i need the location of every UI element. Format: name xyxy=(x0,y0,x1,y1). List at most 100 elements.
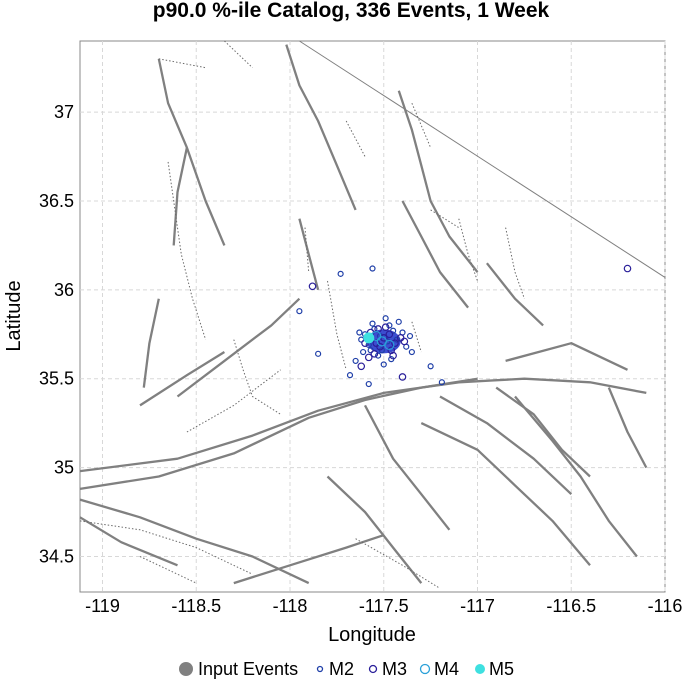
fault-zone-dotted xyxy=(411,103,432,148)
fault-zone-dotted xyxy=(505,227,525,299)
y-tick-label: 35.5 xyxy=(39,369,74,389)
legend-label: M5 xyxy=(489,659,514,679)
event-marker-m5 xyxy=(363,332,375,344)
fault-line xyxy=(142,298,160,388)
fault-line xyxy=(298,218,320,291)
fault-line xyxy=(139,351,226,407)
event-markers xyxy=(296,264,632,388)
event-marker-m2 xyxy=(296,308,303,315)
event-marker-m2 xyxy=(369,320,376,327)
event-marker-m2 xyxy=(375,352,382,359)
event-marker-m2 xyxy=(386,322,393,329)
event-marker-m2 xyxy=(346,372,354,379)
fault-zone-dotted xyxy=(233,339,281,415)
event-marker-m2 xyxy=(408,348,415,356)
legend-marker xyxy=(316,665,324,673)
fault-zone-dotted xyxy=(186,369,281,433)
y-tick-label: 36.5 xyxy=(39,191,74,211)
x-tick-label: -116 xyxy=(648,596,683,616)
fault-line xyxy=(176,297,301,398)
legend-label: M2 xyxy=(329,659,354,679)
fault-zone-dotted xyxy=(79,520,253,575)
legend-marker xyxy=(419,663,431,675)
event-marker-m3 xyxy=(389,351,397,360)
event-marker-m2 xyxy=(369,265,376,272)
fault-line xyxy=(514,395,638,558)
x-tick-label: -116.5 xyxy=(546,596,596,616)
fault-zone-dotted xyxy=(158,58,206,69)
boundary-line xyxy=(299,40,666,278)
event-marker-m2 xyxy=(380,361,387,368)
legend-label: Input Events xyxy=(198,659,298,679)
y-tick-labels: 34.5 35 35.5 36 36.5 37 xyxy=(39,102,74,566)
event-marker-m2 xyxy=(352,357,359,365)
event-marker-m2 xyxy=(365,380,372,388)
event-marker-m3 xyxy=(398,373,407,381)
fault-line xyxy=(401,200,470,309)
y-tick-label: 35 xyxy=(54,458,74,478)
event-marker-m3 xyxy=(357,362,366,371)
event-marker-m2 xyxy=(337,270,344,277)
event-marker-m2 xyxy=(438,379,445,386)
legend: Input Events M2 M3 M4 M5 xyxy=(179,659,514,679)
event-marker-m2 xyxy=(427,363,434,370)
event-marker-m3 xyxy=(376,342,384,351)
event-marker-m2 xyxy=(406,332,414,340)
fault-line xyxy=(439,395,573,496)
event-marker-m3 xyxy=(308,282,317,291)
fault-zone-dotted xyxy=(224,40,253,69)
event-marker-m3 xyxy=(400,337,409,346)
y-axis-label: Latitude xyxy=(3,280,25,351)
legend-marker xyxy=(475,664,485,674)
fault-line xyxy=(172,147,189,246)
fault-lines xyxy=(79,40,666,589)
fault-zone-dotted xyxy=(304,227,310,273)
fault-line xyxy=(420,422,591,567)
event-marker-m2 xyxy=(382,315,389,322)
fault-line xyxy=(285,44,357,211)
x-tick-label: -117.5 xyxy=(359,596,409,616)
fault-line xyxy=(505,342,628,371)
x-tick-label: -119 xyxy=(85,596,120,616)
y-tick-label: 37 xyxy=(54,102,74,122)
fault-line xyxy=(607,387,648,469)
event-marker-m3 xyxy=(370,350,379,358)
legend-label: M3 xyxy=(382,659,407,679)
event-marker-m2 xyxy=(395,318,402,325)
x-tick-labels: -119 -118.5 -118 -117.5 -117 -116.5 -116 xyxy=(85,596,682,616)
plot-area xyxy=(79,40,666,593)
fault-line xyxy=(233,534,385,585)
fault-line xyxy=(79,498,310,585)
fault-line xyxy=(495,386,591,478)
fault-line xyxy=(326,475,423,584)
event-marker-m3 xyxy=(381,323,390,331)
fault-zone-dotted xyxy=(167,161,207,340)
event-marker-m3 xyxy=(364,353,373,362)
x-tick-label: -118 xyxy=(273,596,308,616)
fault-zone-dotted xyxy=(327,280,347,370)
event-marker-m2 xyxy=(360,348,367,356)
fault-zone-dotted xyxy=(355,538,441,589)
event-marker-m4 xyxy=(384,339,395,351)
chart-title: p90.0 %-ile Catalog, 336 Events, 1 Week xyxy=(153,0,550,22)
fault-line xyxy=(79,377,478,491)
x-tick-label: -117 xyxy=(460,596,495,616)
legend-marker xyxy=(179,662,193,676)
y-tick-label: 36 xyxy=(54,280,74,300)
x-tick-label: -118.5 xyxy=(171,596,221,616)
event-marker-m3 xyxy=(623,264,632,273)
fault-line xyxy=(79,516,178,567)
y-tick-label: 34.5 xyxy=(39,546,74,566)
fault-line xyxy=(363,404,451,531)
event-marker-m3 xyxy=(391,339,399,347)
legend-marker xyxy=(368,664,378,674)
fault-line xyxy=(397,90,479,273)
event-marker-m2 xyxy=(356,329,363,336)
fault-line xyxy=(485,262,544,327)
x-axis-label: Longitude xyxy=(328,624,416,646)
fault-line xyxy=(79,377,647,473)
event-marker-m2 xyxy=(315,350,322,357)
event-marker-m3 xyxy=(385,330,394,339)
legend-label: M4 xyxy=(434,659,459,679)
